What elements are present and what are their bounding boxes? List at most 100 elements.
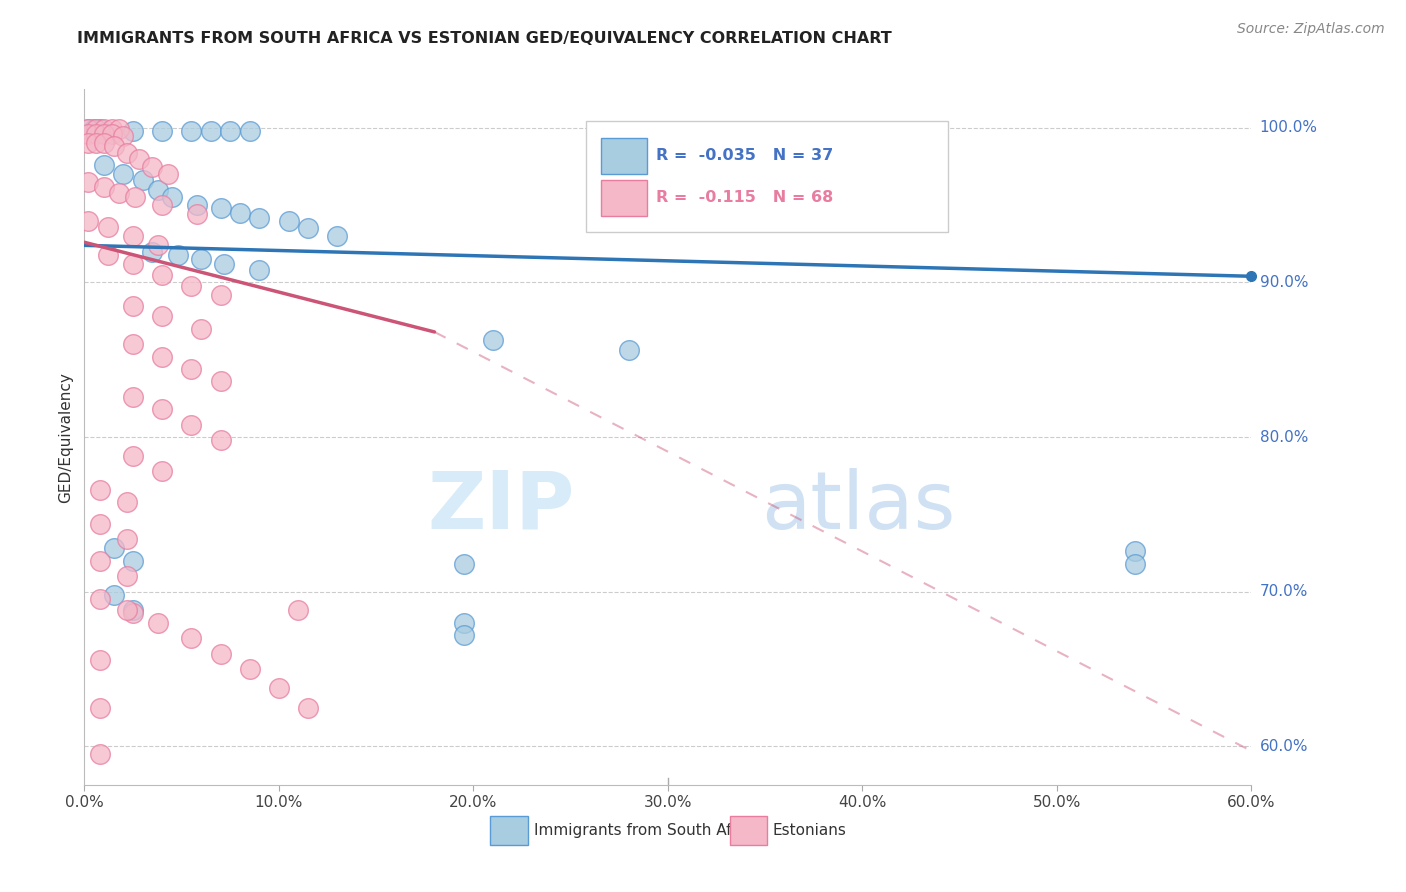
Point bbox=[122, 337, 145, 351]
Point bbox=[77, 122, 100, 136]
Point bbox=[84, 127, 107, 141]
Point bbox=[141, 160, 163, 174]
Point bbox=[89, 653, 111, 667]
Point bbox=[277, 213, 299, 227]
Point bbox=[249, 263, 271, 277]
Point bbox=[89, 554, 111, 568]
Point bbox=[103, 541, 125, 556]
Point bbox=[115, 569, 138, 583]
Point bbox=[77, 136, 100, 151]
Point bbox=[122, 449, 145, 463]
Point bbox=[297, 700, 319, 714]
Point bbox=[93, 158, 115, 172]
Point bbox=[150, 268, 173, 282]
Point bbox=[97, 219, 120, 234]
Point bbox=[77, 213, 100, 227]
Point bbox=[326, 229, 349, 244]
Point bbox=[77, 175, 100, 189]
Point bbox=[209, 433, 232, 447]
Point bbox=[267, 681, 290, 695]
Point bbox=[122, 124, 145, 138]
Point bbox=[112, 167, 135, 181]
Point bbox=[148, 183, 170, 197]
Text: 60.0%: 60.0% bbox=[1260, 739, 1308, 754]
Point bbox=[209, 375, 232, 389]
Point bbox=[180, 631, 202, 645]
Text: Estonians: Estonians bbox=[773, 823, 846, 838]
Point bbox=[453, 628, 475, 642]
Point bbox=[93, 122, 115, 136]
Point bbox=[93, 136, 115, 151]
Point bbox=[122, 229, 145, 244]
Point bbox=[84, 136, 107, 151]
Point bbox=[150, 310, 173, 324]
Point bbox=[115, 495, 138, 509]
Point bbox=[219, 124, 242, 138]
Point bbox=[180, 417, 202, 432]
Point bbox=[287, 603, 309, 617]
Point bbox=[103, 588, 125, 602]
Point bbox=[84, 122, 107, 136]
Text: 100.0%: 100.0% bbox=[1260, 120, 1317, 136]
Point bbox=[83, 122, 105, 136]
Point bbox=[200, 124, 222, 138]
Point bbox=[89, 516, 111, 531]
Text: Immigrants from South Africa: Immigrants from South Africa bbox=[534, 823, 759, 838]
Text: 80.0%: 80.0% bbox=[1260, 430, 1308, 444]
Point bbox=[97, 247, 120, 261]
Point bbox=[1123, 544, 1146, 558]
Text: atlas: atlas bbox=[761, 467, 956, 546]
Point bbox=[100, 122, 122, 136]
Point bbox=[239, 662, 262, 676]
Text: ZIP: ZIP bbox=[427, 467, 575, 546]
FancyBboxPatch shape bbox=[602, 138, 647, 174]
Point bbox=[160, 190, 183, 204]
Point bbox=[209, 647, 232, 661]
Point bbox=[122, 299, 145, 313]
Point bbox=[239, 124, 262, 138]
Point bbox=[122, 257, 145, 271]
Point bbox=[1123, 557, 1146, 571]
Point bbox=[115, 603, 138, 617]
Point bbox=[150, 350, 173, 364]
Text: R =  -0.035   N = 37: R = -0.035 N = 37 bbox=[657, 148, 834, 163]
Point bbox=[150, 198, 173, 212]
Point bbox=[100, 127, 122, 141]
Point bbox=[148, 615, 170, 630]
Text: Source: ZipAtlas.com: Source: ZipAtlas.com bbox=[1237, 22, 1385, 37]
Point bbox=[89, 483, 111, 497]
Point bbox=[132, 173, 155, 187]
Point bbox=[108, 186, 131, 200]
Text: 90.0%: 90.0% bbox=[1260, 275, 1308, 290]
Point bbox=[93, 127, 115, 141]
Point bbox=[89, 847, 111, 862]
Point bbox=[617, 343, 640, 358]
Y-axis label: GED/Equivalency: GED/Equivalency bbox=[58, 372, 73, 502]
Point bbox=[482, 333, 505, 347]
Point bbox=[115, 145, 138, 160]
FancyBboxPatch shape bbox=[586, 120, 948, 232]
Point bbox=[77, 122, 100, 136]
Point bbox=[150, 402, 173, 417]
Point bbox=[229, 206, 252, 220]
Point bbox=[89, 592, 111, 607]
Point bbox=[186, 207, 208, 221]
Point bbox=[77, 127, 100, 141]
Point bbox=[166, 247, 188, 261]
Text: IMMIGRANTS FROM SOUTH AFRICA VS ESTONIAN GED/EQUIVALENCY CORRELATION CHART: IMMIGRANTS FROM SOUTH AFRICA VS ESTONIAN… bbox=[77, 31, 891, 46]
Point bbox=[103, 139, 125, 153]
Point bbox=[209, 288, 232, 302]
Point bbox=[122, 603, 145, 617]
Point bbox=[122, 554, 145, 568]
Point bbox=[190, 252, 212, 267]
Point bbox=[89, 747, 111, 761]
Point bbox=[186, 198, 208, 212]
Point bbox=[124, 190, 146, 204]
Point bbox=[128, 152, 150, 166]
FancyBboxPatch shape bbox=[730, 816, 768, 846]
Point bbox=[453, 615, 475, 630]
Text: 70.0%: 70.0% bbox=[1260, 584, 1308, 599]
Point bbox=[190, 322, 212, 336]
Point bbox=[209, 201, 232, 215]
Point bbox=[180, 362, 202, 376]
